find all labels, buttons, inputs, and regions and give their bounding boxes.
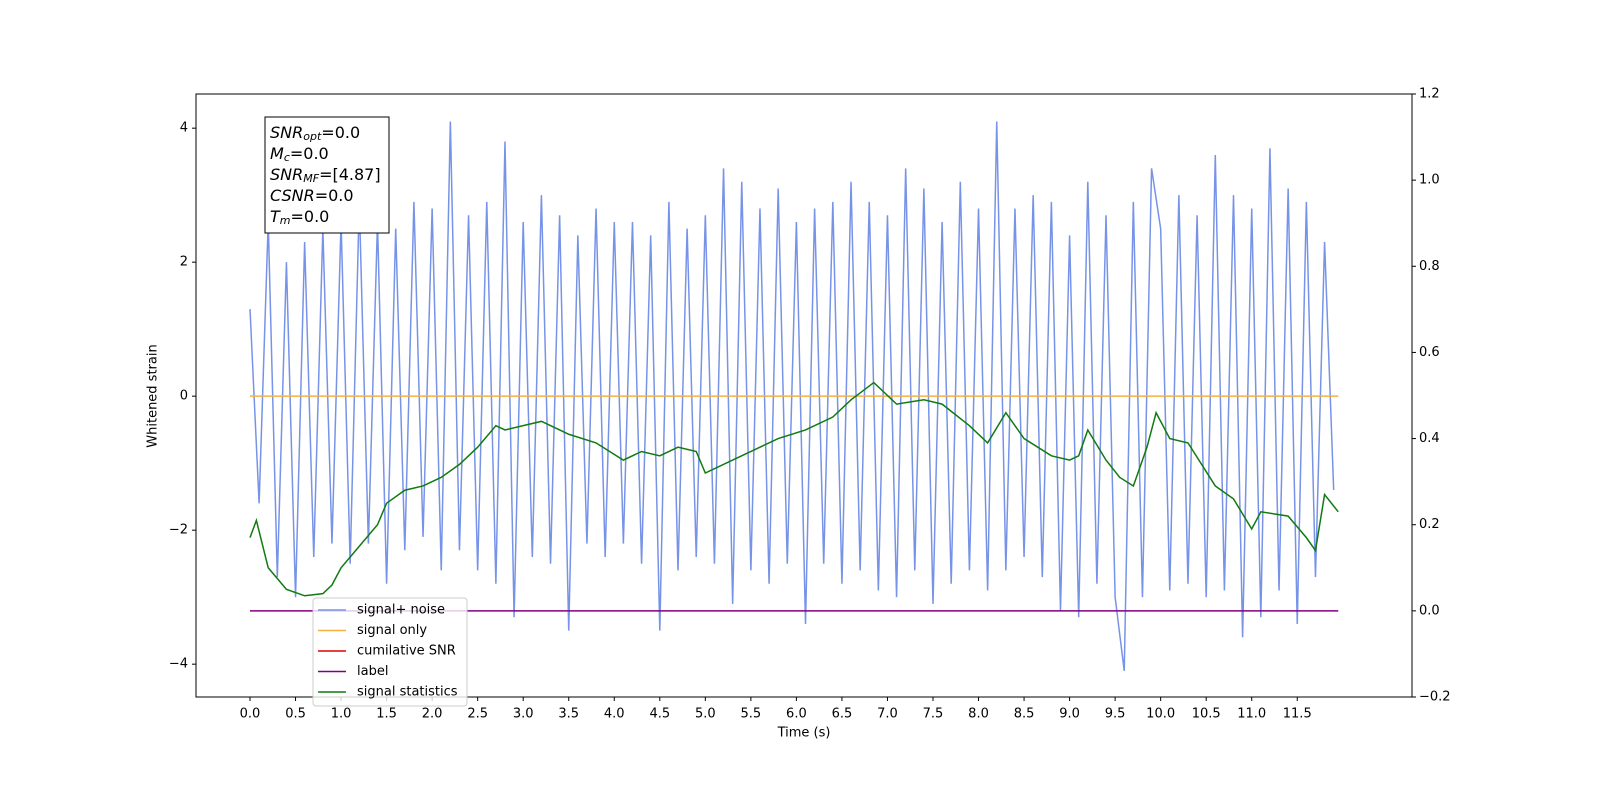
y-tick-label: −4 xyxy=(169,657,188,672)
legend-label: signal+ noise xyxy=(357,603,445,618)
axes-frame xyxy=(195,93,1413,698)
annotation-value: =0.0 xyxy=(321,123,360,142)
annotation-subscript: m xyxy=(280,214,291,227)
y2-tick-label: 1.2 xyxy=(1419,87,1440,102)
legend: signal+ noise signal only cumilative SNR la… xyxy=(312,597,468,707)
annotation-subscript: c xyxy=(284,151,290,164)
annotation: CSNR=0.0 xyxy=(270,186,354,205)
annotation-symbol: SNR xyxy=(270,123,303,142)
legend-frame xyxy=(312,597,468,707)
y2-tick-label: −0.2 xyxy=(1419,690,1451,705)
x-tick-label: 6.5 xyxy=(832,707,853,722)
x-tick-label: 7.5 xyxy=(923,707,944,722)
x-tick-label: 3.5 xyxy=(558,707,579,722)
y2-tick-label: 1.0 xyxy=(1419,173,1440,188)
x-tick-label: 0.5 xyxy=(285,707,306,722)
x-tick-label: 1.5 xyxy=(376,707,397,722)
x-tick-label: 0.0 xyxy=(240,707,261,722)
x-tick-label: 3.0 xyxy=(513,707,534,722)
annotation: SNRopt=0.0 xyxy=(270,123,360,144)
annotation-value: =0.0 xyxy=(290,144,329,163)
y-tick-label: −2 xyxy=(169,523,188,538)
annotation: SNRMF=[4.87] xyxy=(270,165,381,186)
annotation-symbol: M xyxy=(270,144,284,163)
annotation-subscript: MF xyxy=(303,172,319,185)
legend-label: signal statistics xyxy=(357,685,458,700)
x-tick-label: 2.5 xyxy=(467,707,488,722)
x-tick-label: 5.5 xyxy=(741,707,762,722)
annotation-symbol: T xyxy=(270,207,281,226)
annotation-subscript: opt xyxy=(303,130,322,143)
x-tick-label: 11.5 xyxy=(1283,707,1312,722)
y2-tick-label: 0.2 xyxy=(1419,517,1440,532)
annotation-frame xyxy=(264,116,390,234)
legend-label: label xyxy=(357,664,388,679)
legend-label: cumilative SNR xyxy=(357,644,456,659)
x-tick-label: 5.0 xyxy=(695,707,716,722)
y-tick-label: 2 xyxy=(180,255,188,270)
y-tick-label: 4 xyxy=(180,121,188,136)
annotation-value: =0.0 xyxy=(315,186,354,205)
x-tick-label: 11.0 xyxy=(1237,707,1266,722)
y2-tick-label: 0.8 xyxy=(1419,259,1440,274)
series-line xyxy=(249,121,1335,671)
x-tick-label: 4.0 xyxy=(604,707,625,722)
x-tick-label: 8.5 xyxy=(1014,707,1035,722)
x-tick-label: 2.0 xyxy=(422,707,443,722)
annotation-value: =0.0 xyxy=(291,207,330,226)
annotation-value: =[4.87] xyxy=(319,165,381,184)
plot-area xyxy=(249,121,1339,671)
x-tick-label: 7.0 xyxy=(877,707,898,722)
annotation: Mc=0.0 xyxy=(270,144,329,165)
annotation-box: SNRopt=0.0Mc=0.0SNRMF=[4.87]CSNR=0.0Tm=0… xyxy=(264,116,390,234)
annotation-symbol: SNR xyxy=(270,165,303,184)
x-axis-label: Time (s) xyxy=(777,726,831,741)
x-tick-label: 9.0 xyxy=(1059,707,1080,722)
annotation: Tm=0.0 xyxy=(270,207,329,228)
y2-tick-label: 0.0 xyxy=(1419,603,1440,618)
y-tick-label: 0 xyxy=(180,389,188,404)
legend-label: signal only xyxy=(357,623,427,638)
x-tick-label: 8.0 xyxy=(968,707,989,722)
x-tick-label: 4.5 xyxy=(649,707,670,722)
y2-tick-label: 0.6 xyxy=(1419,345,1440,360)
x-tick-label: 6.0 xyxy=(786,707,807,722)
x-tick-label: 1.0 xyxy=(331,707,352,722)
x-tick-label: 10.5 xyxy=(1192,707,1221,722)
series-line xyxy=(249,381,1339,597)
x-tick-label: 9.5 xyxy=(1105,707,1126,722)
x-tick-label: 10.0 xyxy=(1146,707,1175,722)
annotation-symbol: CSNR xyxy=(270,186,315,205)
y2-tick-label: 0.4 xyxy=(1419,431,1440,446)
y-axis-label: Whitened strain xyxy=(146,344,161,447)
